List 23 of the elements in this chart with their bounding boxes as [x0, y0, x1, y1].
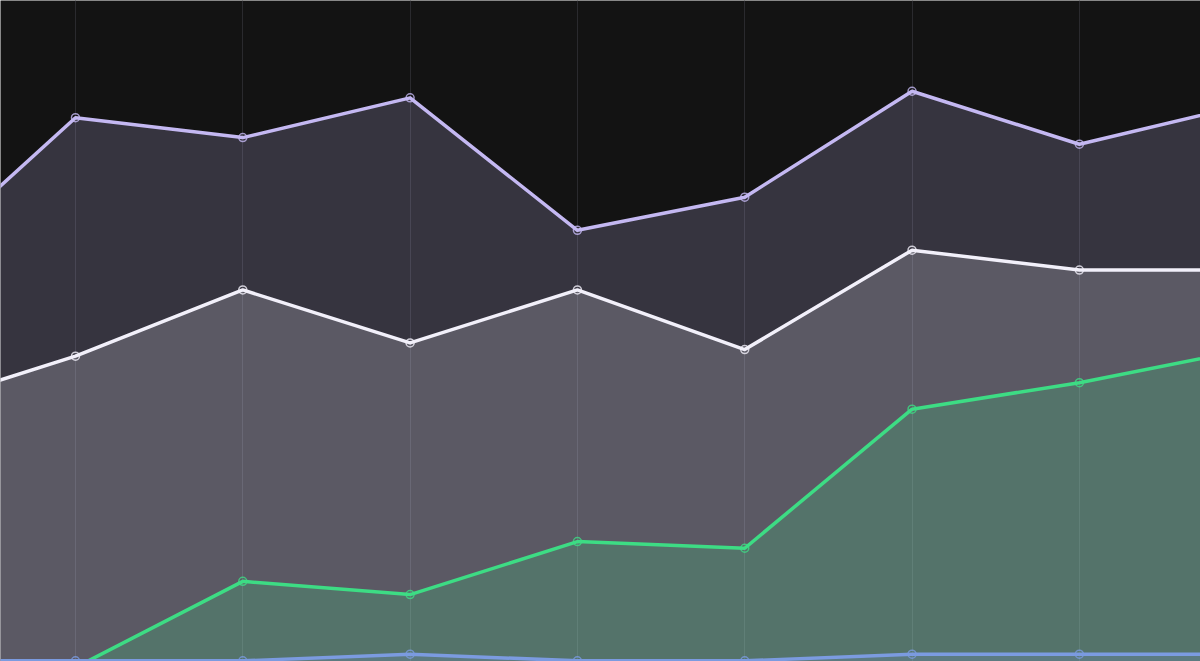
- point: [907, 86, 917, 96]
- point: [238, 132, 248, 143]
- point: [1074, 377, 1085, 388]
- point: [1074, 139, 1085, 149]
- point: [405, 589, 415, 600]
- point: [1074, 649, 1085, 659]
- point: [572, 536, 583, 547]
- point: [907, 245, 917, 255]
- point: [739, 543, 750, 553]
- point: [907, 404, 917, 414]
- point: [405, 93, 415, 103]
- point: [739, 344, 750, 355]
- point: [739, 192, 750, 202]
- point: [70, 351, 81, 361]
- point: [238, 576, 248, 587]
- point: [907, 649, 917, 659]
- point: [238, 285, 248, 295]
- point: [1074, 265, 1085, 275]
- point: [70, 112, 81, 123]
- point: [572, 225, 583, 236]
- point: [572, 285, 583, 295]
- point: [405, 649, 415, 659]
- point: [405, 338, 415, 348]
